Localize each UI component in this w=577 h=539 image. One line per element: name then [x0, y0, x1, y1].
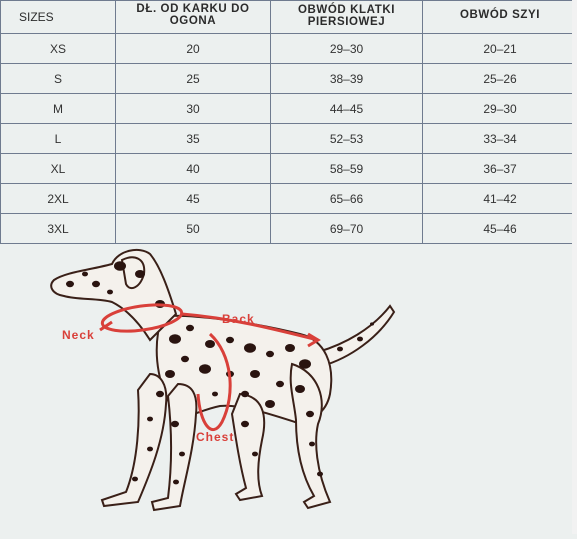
size-cell: XL [1, 154, 116, 184]
dog-spot [179, 452, 185, 457]
dog-spot [66, 281, 74, 287]
neck-girth-cell: 29–30 [423, 94, 577, 124]
chest-label: Chest [196, 430, 234, 444]
dog-spot [250, 370, 260, 378]
neck-girth-cell: 25–26 [423, 64, 577, 94]
chest-girth-cell: 29–30 [271, 34, 423, 64]
dog-spot [265, 400, 275, 408]
dog-spot [205, 340, 215, 348]
header-neck-girth: OBWÓD SZYI [423, 1, 577, 34]
dog-spot [370, 322, 374, 325]
dog-spot [212, 392, 218, 397]
dog-spot [92, 281, 100, 287]
table-header-row: SIZES DŁ. OD KARKU DO OGONA OBWÓD KLATKI… [1, 1, 577, 34]
header-sizes: SIZES [1, 1, 116, 34]
dog-spot [299, 359, 311, 369]
dog-measurement-diagram: Neck Back Chest [0, 244, 577, 534]
dog-spot [173, 480, 179, 485]
neck-girth-cell: 20–21 [423, 34, 577, 64]
dog-spot [186, 325, 194, 331]
neck-girth-cell: 41–42 [423, 184, 577, 214]
back-length-cell: 50 [116, 214, 271, 244]
size-table: SIZES DŁ. OD KARKU DO OGONA OBWÓD KLATKI… [0, 0, 577, 244]
back-length-cell: 20 [116, 34, 271, 64]
dog-spot [169, 334, 181, 344]
dog-spot [241, 421, 249, 427]
size-cell: 2XL [1, 184, 116, 214]
dog-silhouette [51, 250, 394, 510]
dog-spot [252, 452, 258, 457]
dog-spot [107, 290, 113, 295]
chest-girth-cell: 52–53 [271, 124, 423, 154]
dog-spot [337, 347, 343, 352]
size-cell: XS [1, 34, 116, 64]
dog-spot [295, 385, 305, 393]
dog-spot [165, 370, 175, 378]
back-length-cell: 45 [116, 184, 271, 214]
neck-girth-cell: 36–37 [423, 154, 577, 184]
dog-spot [171, 421, 179, 427]
chest-girth-cell: 69–70 [271, 214, 423, 244]
chest-girth-cell: 38–39 [271, 64, 423, 94]
dog-spot [82, 272, 88, 277]
dog-spot [266, 351, 274, 357]
back-length-cell: 40 [116, 154, 271, 184]
dog-spot [276, 381, 284, 387]
back-label: Back [222, 312, 255, 326]
size-cell: 3XL [1, 214, 116, 244]
neck-girth-cell: 45–46 [423, 214, 577, 244]
dog-spot [147, 417, 153, 422]
neck-label: Neck [62, 328, 95, 342]
dog-spot [241, 391, 249, 397]
right-edge-strip [572, 0, 577, 534]
dog-spot [226, 337, 234, 343]
dog-spot [181, 356, 189, 362]
size-chart: SIZES DŁ. OD KARKU DO OGONA OBWÓD KLATKI… [0, 0, 577, 244]
back-length-cell: 25 [116, 64, 271, 94]
back-length-cell: 35 [116, 124, 271, 154]
neck-girth-cell: 33–34 [423, 124, 577, 154]
chest-girth-cell: 58–59 [271, 154, 423, 184]
dog-spot [132, 477, 138, 482]
dog-spot [156, 391, 164, 397]
dog-spot [309, 442, 315, 447]
dog-spot [135, 270, 145, 278]
dog-spot [199, 364, 211, 374]
size-cell: L [1, 124, 116, 154]
size-cell: S [1, 64, 116, 94]
dog-spot [147, 447, 153, 452]
size-cell: M [1, 94, 116, 124]
dog-spot [285, 344, 295, 352]
header-back-length: DŁ. OD KARKU DO OGONA [116, 1, 271, 34]
header-chest-girth: OBWÓD KLATKI PIERSIOWEJ [271, 1, 423, 34]
chest-girth-cell: 44–45 [271, 94, 423, 124]
dog-spot [357, 337, 363, 342]
chest-girth-cell: 65–66 [271, 184, 423, 214]
dog-spot [114, 261, 126, 271]
dog-spot [317, 472, 323, 477]
back-length-cell: 30 [116, 94, 271, 124]
dog-spot [306, 411, 314, 417]
dog-spot [244, 343, 256, 353]
dalmatian-illustration: Neck Back Chest [0, 244, 577, 534]
